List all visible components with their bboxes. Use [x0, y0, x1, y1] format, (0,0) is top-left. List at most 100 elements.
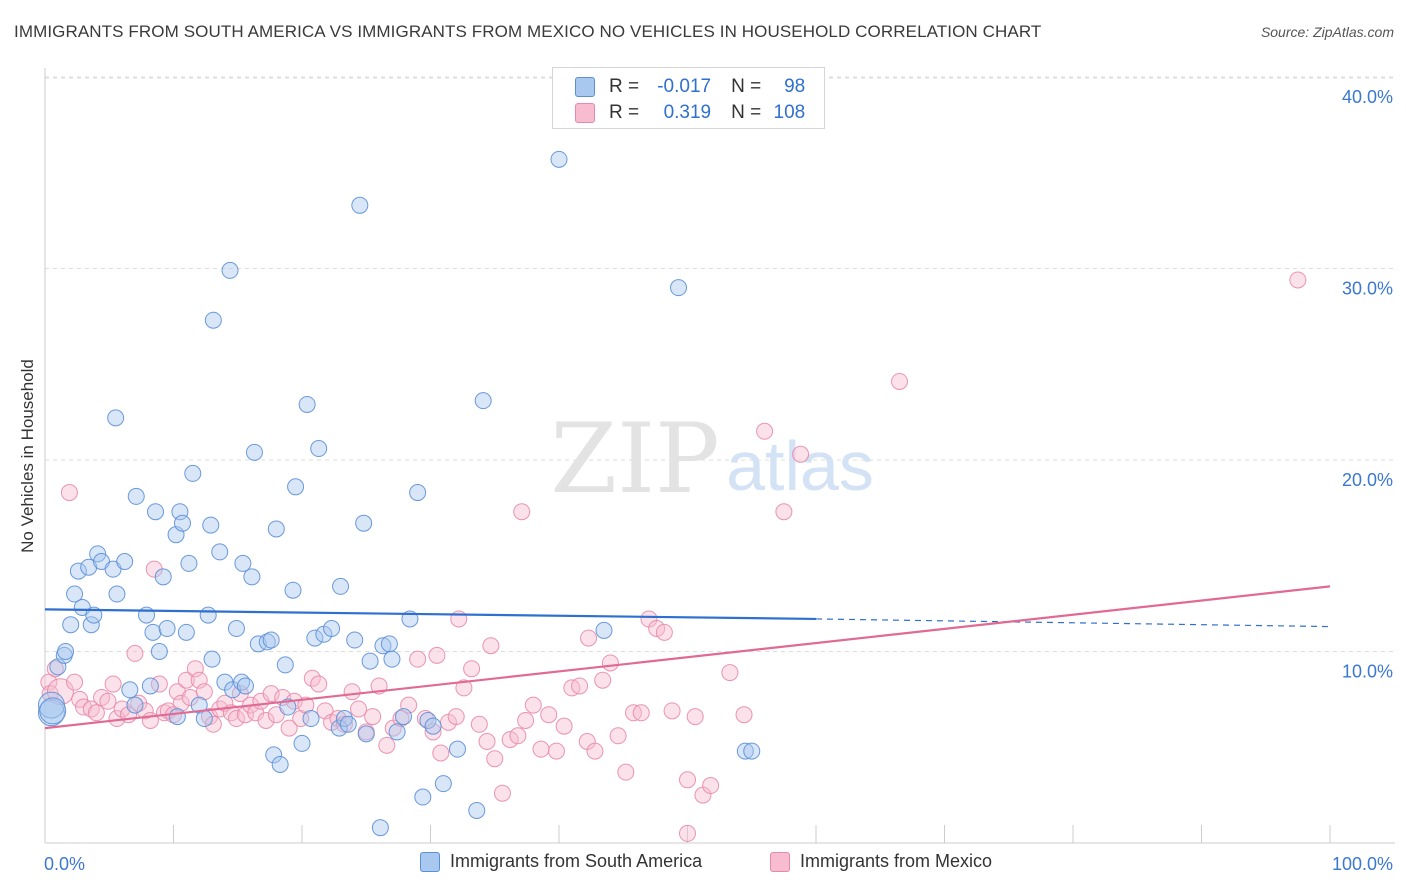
south-america-point — [177, 623, 195, 641]
south-america-point — [306, 629, 324, 647]
south-america-point — [361, 652, 379, 670]
south-america-point — [388, 723, 406, 741]
south-america-point — [245, 443, 263, 461]
south-america-point — [279, 698, 297, 716]
south-america-point — [116, 552, 134, 570]
mexico-point — [632, 704, 650, 722]
south-america-point — [37, 699, 65, 727]
south-america-point — [380, 635, 398, 653]
y-tick-label: 40.0% — [1342, 87, 1393, 107]
mexico-point — [617, 763, 635, 781]
mexico-point — [586, 742, 604, 760]
south-america-point — [144, 623, 162, 641]
south-america-point — [276, 656, 294, 674]
south-america-point — [243, 568, 261, 586]
mexico-point — [409, 650, 427, 668]
mexico-point — [257, 711, 275, 729]
mexico-point — [186, 660, 204, 678]
south-america-point — [743, 742, 761, 760]
legend-item-mexico[interactable]: Immigrants from Mexico — [770, 851, 992, 872]
legend-label-mexico: Immigrants from Mexico — [800, 851, 993, 871]
r-value: 0.319 — [663, 102, 712, 123]
tick-labels: 10.0% 20.0% 30.0% 40.0% 0.0% 100.0% — [44, 87, 1393, 874]
mexico-point — [195, 683, 213, 701]
south-america-point — [141, 677, 159, 695]
mexico-swatch — [575, 103, 595, 123]
south-america-point — [670, 279, 688, 297]
mexico-point — [343, 683, 361, 701]
mexico-point — [486, 750, 504, 768]
south-america-point — [595, 621, 613, 639]
legend-item-south-america[interactable]: Immigrants from South America — [420, 851, 702, 872]
mexico-point — [99, 692, 117, 710]
mexico-point — [580, 629, 598, 647]
south-america-point — [736, 742, 754, 760]
mexico-point — [292, 710, 310, 728]
south-america-point — [158, 620, 176, 638]
south-america-point — [448, 740, 466, 758]
mexico-point — [721, 664, 739, 682]
mexico-trend-line — [44, 585, 1331, 730]
south-america-swatch — [575, 77, 595, 97]
chart-title: IMMIGRANTS FROM SOUTH AMERICA VS IMMIGRA… — [14, 22, 1042, 41]
mexico-point — [60, 484, 78, 502]
south-america-point — [332, 577, 350, 595]
mexico-point — [432, 744, 450, 762]
mexico-point — [609, 727, 627, 745]
south-america-point — [126, 696, 144, 714]
south-america-point — [234, 554, 252, 572]
south-america-trend-line — [44, 608, 817, 621]
south-america-point — [211, 543, 229, 561]
south-america-point — [302, 710, 320, 728]
mexico-point — [310, 675, 328, 693]
mexico-point — [172, 694, 190, 712]
south-america-point — [298, 395, 316, 413]
south-america-point — [262, 631, 280, 649]
mexico-point — [524, 696, 542, 714]
south-america-point — [147, 503, 165, 521]
axes — [44, 68, 1395, 844]
mexico-point — [104, 675, 122, 693]
r-value: -0.017 — [657, 76, 712, 97]
mexico-point — [126, 644, 144, 662]
south-america-point — [202, 516, 220, 534]
mexico-point — [46, 660, 64, 678]
south-america-point — [195, 710, 213, 728]
mexico-point — [679, 824, 696, 842]
south-america-point — [355, 514, 373, 532]
mexico-point — [775, 503, 793, 521]
south-america-point — [154, 568, 172, 586]
south-america-point — [374, 637, 392, 655]
mexico-point — [555, 717, 573, 735]
south-america-point — [468, 801, 486, 819]
south-america-point — [284, 581, 302, 599]
south-america-point — [287, 478, 305, 496]
mexico-point — [463, 660, 481, 678]
south-america-legend-swatch — [420, 851, 440, 872]
south-america-point — [323, 620, 341, 638]
south-america-point — [108, 585, 126, 603]
mexico-point — [280, 719, 298, 737]
watermark-atlas: atlas — [726, 427, 874, 505]
south-america-point — [184, 464, 202, 482]
south-america-point — [150, 643, 168, 660]
south-america-point — [39, 697, 67, 725]
mexico-point — [679, 771, 696, 789]
source-credit: Source: ZipAtlas.com — [1260, 24, 1394, 40]
mexico-point — [71, 690, 89, 708]
mexico-point — [470, 715, 488, 733]
series-south-america — [37, 150, 761, 837]
south-america-point — [293, 734, 311, 752]
south-america-point — [310, 440, 328, 458]
mexico-point — [482, 637, 500, 655]
south-america-point — [107, 409, 125, 427]
south-america-point — [227, 620, 245, 638]
n-label: N = — [731, 76, 762, 97]
south-america-point — [57, 643, 75, 660]
stats-legend: R = -0.017 N = 98 R = 0.319 N = 108 — [552, 67, 825, 129]
trend-lines — [44, 585, 1331, 730]
south-america-point — [383, 650, 401, 668]
stats-row-south-america: R = -0.017 N = 98 — [575, 76, 805, 98]
bottom-legend: Immigrants from South America Immigrants… — [0, 851, 1406, 879]
